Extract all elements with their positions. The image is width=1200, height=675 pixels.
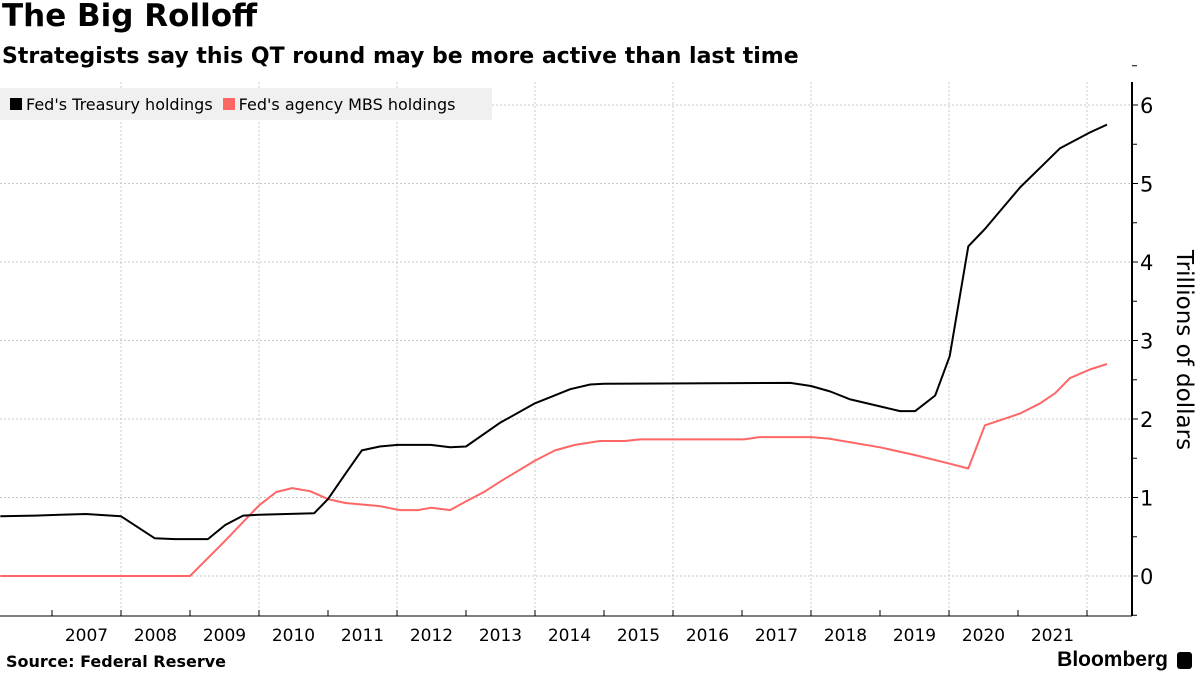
bloomberg-chart-icon [1177,652,1192,669]
y-tick-label: 6 [1140,94,1153,118]
legend-item-mbs: Fed's agency MBS holdings [222,94,456,114]
y-tick-label: 1 [1140,487,1153,511]
legend-item-treasury: Fed's Treasury holdings [10,95,213,114]
x-tick-label: 2012 [410,626,453,646]
x-tick-label: 2009 [203,626,246,646]
legend-label-mbs: Fed's agency MBS holdings [238,94,456,114]
y-tick-label: 5 [1140,173,1153,197]
legend-label-treasury: Fed's Treasury holdings [26,94,213,114]
x-tick-label: 2021 [1031,626,1074,646]
x-tick-label: 2007 [65,626,108,646]
x-tick-label: 2014 [548,626,591,646]
legend-swatch-treasury [10,98,22,110]
x-tick-label: 2017 [755,626,798,646]
y-axis-label: Trillions of dollars [1171,249,1197,450]
bloomberg-logo: Bloomberg [1057,648,1168,671]
legend-swatch-mbs [222,98,235,110]
x-tick-label: 2008 [134,626,177,646]
chart-subtitle: Strategists say this QT round may be mor… [2,44,799,69]
x-tick-label: 2011 [341,626,384,646]
series-line-treasury [0,123,1108,541]
chart-title: The Big Rolloff [2,0,258,34]
x-tick-label: 2016 [686,626,729,646]
y-tick-label: 3 [1140,330,1153,354]
source-note: Source: Federal Reserve [6,652,226,671]
x-tick-label: 2010 [272,626,315,646]
x-tick-label: 2015 [617,626,660,646]
x-tick-label: 2018 [824,626,867,646]
y-tick-label: 0 [1140,565,1153,589]
x-tick-label: 2020 [962,626,1005,646]
x-tick-label: 2013 [479,626,522,646]
y-tick-label: 4 [1140,251,1153,275]
legend: Fed's Treasury holdings Fed's agency MBS… [0,88,492,120]
series-line-mbs [0,363,1108,577]
y-tick-label: 2 [1140,408,1153,432]
x-tick-label: 2019 [893,626,936,646]
